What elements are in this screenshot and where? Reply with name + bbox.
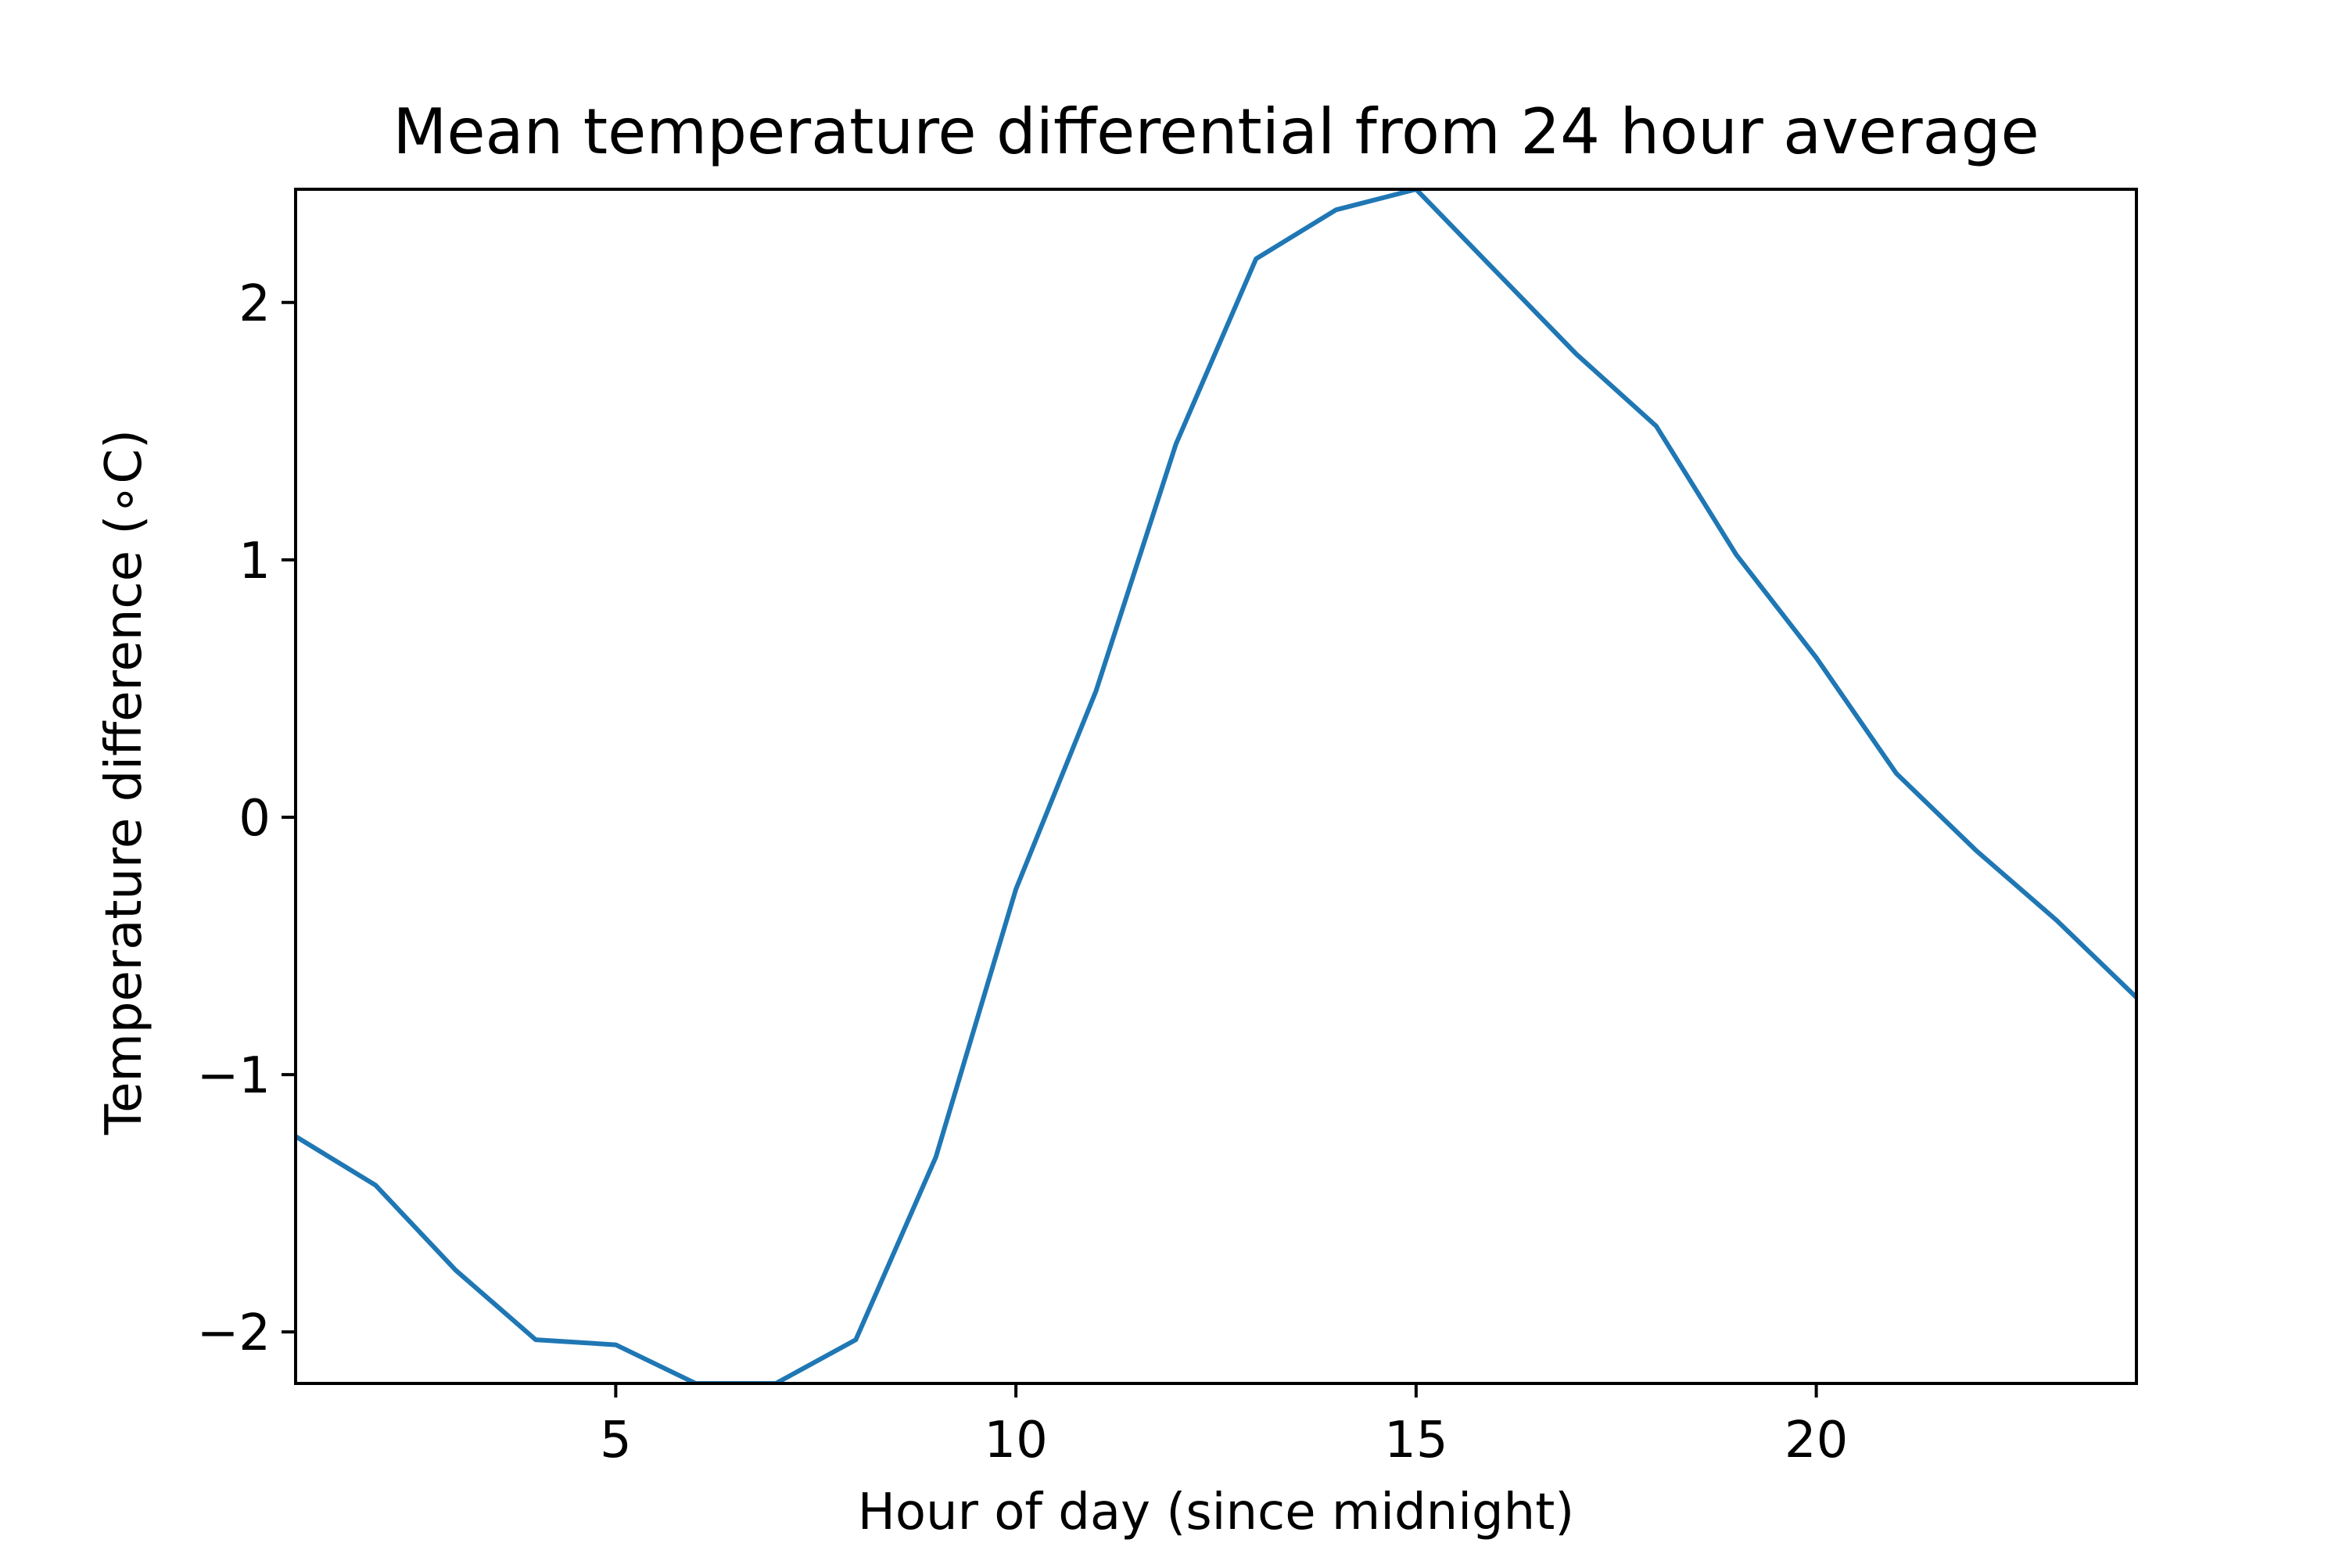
x-axis-label: Hour of day (since midnight)	[858, 1484, 1575, 1541]
chart-title: Mean temperature differential from 24 ho…	[393, 95, 2039, 168]
x-tick-label: 5	[600, 1412, 632, 1469]
y-axis-label: Temperature difference (∘C)	[95, 429, 153, 1136]
y-tick-label: 0	[239, 790, 271, 848]
plot-area	[296, 189, 2136, 1383]
y-tick-label: −2	[197, 1304, 271, 1362]
y-tick-label: −1	[197, 1047, 271, 1105]
x-tick-label: 10	[984, 1412, 1047, 1469]
plot-frame	[294, 188, 2138, 1385]
y-tick-label: 2	[239, 275, 271, 333]
y-axis: −2 −1 0 1 2	[197, 275, 296, 1362]
series-line-0	[296, 189, 2136, 1383]
y-tick-label: 1	[239, 533, 271, 590]
x-tick-label: 20	[1785, 1412, 1848, 1469]
x-axis: 5 10 15 20	[600, 1383, 1848, 1469]
x-tick-label: 15	[1384, 1412, 1447, 1469]
